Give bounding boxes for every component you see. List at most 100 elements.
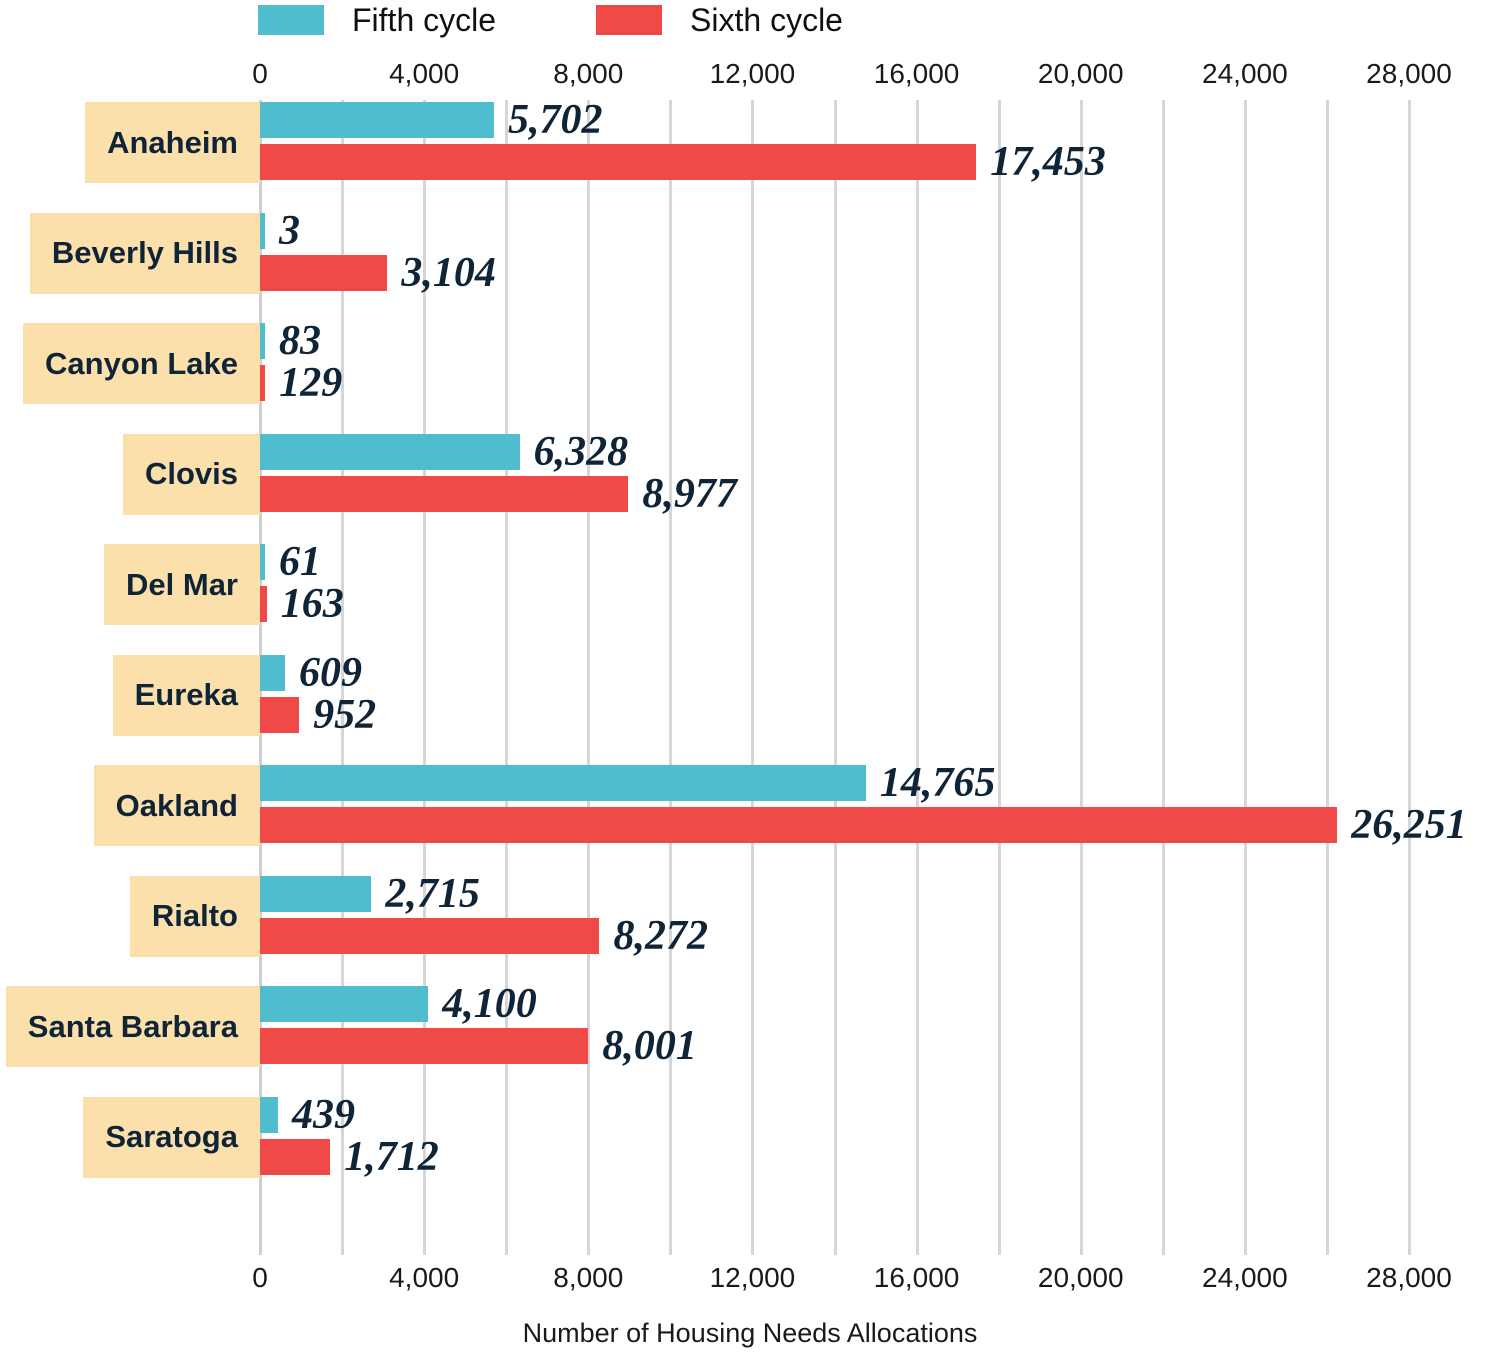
category-label-eureka: Eureka bbox=[112, 654, 260, 736]
bar-sixth-cycle[interactable] bbox=[260, 807, 1338, 843]
bar-value-fifth-cycle: 61 bbox=[279, 539, 321, 585]
gridline-28000 bbox=[1408, 100, 1411, 1255]
gridline-14000 bbox=[833, 100, 837, 1255]
category-label-oakland: Oakland bbox=[93, 765, 260, 846]
x-tick-bottom-16000: 16,000 bbox=[873, 1262, 960, 1293]
bar-sixth-cycle[interactable] bbox=[260, 365, 266, 401]
bar-fifth-cycle[interactable] bbox=[260, 544, 265, 580]
bar-value-sixth-cycle: 26,251 bbox=[1351, 802, 1467, 848]
bar-value-sixth-cycle: 3,104 bbox=[401, 249, 496, 296]
bar-fifth-cycle[interactable] bbox=[260, 1096, 278, 1133]
x-tick-top-28000: 28,000 bbox=[1366, 58, 1452, 89]
bar-value-fifth-cycle: 609 bbox=[298, 649, 362, 696]
bar-group: Saratoga 439 1,712 bbox=[0, 1091, 1500, 1206]
bar-value-sixth-cycle: 1,712 bbox=[344, 1133, 439, 1180]
category-label-del-mar: Del Mar bbox=[104, 544, 260, 625]
gridline-4000 bbox=[423, 100, 427, 1255]
bar-value-fifth-cycle: 2,715 bbox=[385, 870, 480, 917]
plot-area bbox=[259, 100, 1411, 1255]
x-tick-top-20000: 20,000 bbox=[1037, 58, 1124, 89]
legend-swatch-fifth bbox=[258, 5, 324, 35]
chart-legend: Fifth cycle Sixth cycle bbox=[258, 2, 943, 38]
bar-group: Beverly Hills 3 3,104 bbox=[0, 207, 1500, 322]
gridline-6000 bbox=[505, 100, 509, 1255]
bar-sixth-cycle[interactable] bbox=[260, 1028, 589, 1064]
category-label-clovis: Clovis bbox=[122, 433, 260, 515]
gridline-2000 bbox=[341, 100, 345, 1255]
gridline-8000 bbox=[587, 100, 591, 1255]
bar-sixth-cycle[interactable] bbox=[260, 254, 388, 291]
bar-value-fifth-cycle: 83 bbox=[279, 318, 321, 364]
bar-fifth-cycle[interactable] bbox=[260, 654, 285, 691]
bar-value-fifth-cycle: 3 bbox=[279, 207, 300, 254]
bar-group: Del Mar 61 163 bbox=[0, 539, 1500, 653]
x-tick-bottom-12000: 12,000 bbox=[709, 1262, 796, 1293]
bar-value-fifth-cycle: 6,328 bbox=[533, 428, 629, 475]
x-tick-bottom-28000: 28,000 bbox=[1366, 1262, 1452, 1293]
legend-swatch-sixth bbox=[596, 5, 663, 35]
bar-value-sixth-cycle: 163 bbox=[280, 581, 344, 627]
bar-fifth-cycle[interactable] bbox=[260, 323, 265, 359]
bar-value-sixth-cycle: 8,272 bbox=[613, 912, 708, 959]
category-label-anaheim: Anaheim bbox=[85, 102, 260, 183]
category-label-rialto: Rialto bbox=[129, 875, 260, 957]
gridline-20000 bbox=[1079, 100, 1083, 1255]
gridline-26000 bbox=[1325, 100, 1329, 1255]
x-tick-top-0: 0 bbox=[252, 58, 268, 89]
category-label-beverly-hills: Beverly Hills bbox=[29, 212, 260, 294]
x-tick-bottom-0: 0 bbox=[252, 1262, 268, 1293]
gridline-16000 bbox=[915, 100, 919, 1255]
x-tick-top-24000: 24,000 bbox=[1202, 58, 1288, 89]
bar-sixth-cycle[interactable] bbox=[260, 1138, 331, 1175]
category-label-santa-barbara: Santa Barbara bbox=[5, 986, 260, 1067]
bar-sixth-cycle[interactable] bbox=[260, 475, 629, 512]
x-tick-top-8000: 8,000 bbox=[553, 58, 624, 89]
x-axis-ticks-top: 0 4,000 8,000 12,000 16,000 20,000 24,000 28,00… bbox=[0, 58, 1500, 92]
bar-group: Santa Barbara 4,100 8,001 bbox=[0, 981, 1500, 1095]
x-axis-title: Number of Housing Needs Allocations bbox=[522, 1318, 978, 1348]
bar-groups: Anaheim 5,702 17,453 Beverly Hills 3 3,104 Can… bbox=[0, 97, 1500, 1255]
bar-fifth-cycle[interactable] bbox=[260, 875, 372, 912]
legend-entry-sixth[interactable]: Sixth cycle bbox=[596, 2, 843, 39]
legend-label-sixth: Sixth cycle bbox=[690, 1, 843, 38]
bar-value-sixth-cycle: 952 bbox=[313, 691, 377, 738]
gridline-12000 bbox=[751, 100, 755, 1255]
x-tick-top-4000: 4,000 bbox=[389, 58, 460, 89]
bar-value-sixth-cycle: 17,453 bbox=[990, 139, 1106, 185]
x-tick-bottom-8000: 8,000 bbox=[553, 1262, 624, 1293]
x-axis-ticks-bottom: 0 4,000 8,000 12,000 16,000 20,000 24,000 28,00… bbox=[0, 1262, 1500, 1296]
bar-group: Clovis 6,328 8,977 bbox=[0, 428, 1500, 543]
bar-sixth-cycle[interactable] bbox=[260, 696, 300, 733]
bar-fifth-cycle[interactable] bbox=[260, 102, 494, 138]
legend-entry-fifth[interactable]: Fifth cycle bbox=[258, 2, 496, 39]
gridline-24000 bbox=[1243, 100, 1247, 1255]
category-label-canyon-lake: Canyon Lake bbox=[23, 323, 260, 404]
bar-value-fifth-cycle: 4,100 bbox=[442, 981, 537, 1027]
x-tick-bottom-4000: 4,000 bbox=[389, 1262, 460, 1293]
bar-sixth-cycle[interactable] bbox=[260, 144, 977, 180]
bar-fifth-cycle[interactable] bbox=[260, 765, 866, 801]
bar-sixth-cycle[interactable] bbox=[260, 917, 600, 954]
bar-group: Eureka 609 952 bbox=[0, 649, 1500, 764]
bar-sixth-cycle[interactable] bbox=[260, 586, 267, 622]
category-label-saratoga: Saratoga bbox=[83, 1096, 260, 1178]
x-tick-top-16000: 16,000 bbox=[873, 58, 960, 89]
gridline-18000 bbox=[997, 100, 1001, 1255]
bar-fifth-cycle[interactable] bbox=[260, 986, 429, 1022]
bar-value-sixth-cycle: 8,001 bbox=[602, 1023, 697, 1069]
legend-label-fifth: Fifth cycle bbox=[352, 1, 497, 38]
bar-value-sixth-cycle: 129 bbox=[279, 360, 343, 406]
gridline-10000 bbox=[669, 100, 673, 1255]
x-tick-top-12000: 12,000 bbox=[709, 58, 796, 89]
bar-group: Canyon Lake 83 129 bbox=[0, 318, 1500, 432]
bar-fifth-cycle[interactable] bbox=[260, 433, 520, 470]
x-tick-bottom-20000: 20,000 bbox=[1037, 1262, 1124, 1293]
bar-value-sixth-cycle: 8,977 bbox=[642, 470, 737, 517]
bar-value-fifth-cycle: 439 bbox=[292, 1091, 355, 1138]
bar-fifth-cycle[interactable] bbox=[260, 212, 265, 249]
x-tick-bottom-24000: 24,000 bbox=[1202, 1262, 1288, 1293]
gridline-22000 bbox=[1161, 100, 1165, 1255]
bar-value-fifth-cycle: 5,702 bbox=[507, 97, 603, 143]
bar-value-fifth-cycle: 14,765 bbox=[879, 760, 996, 806]
